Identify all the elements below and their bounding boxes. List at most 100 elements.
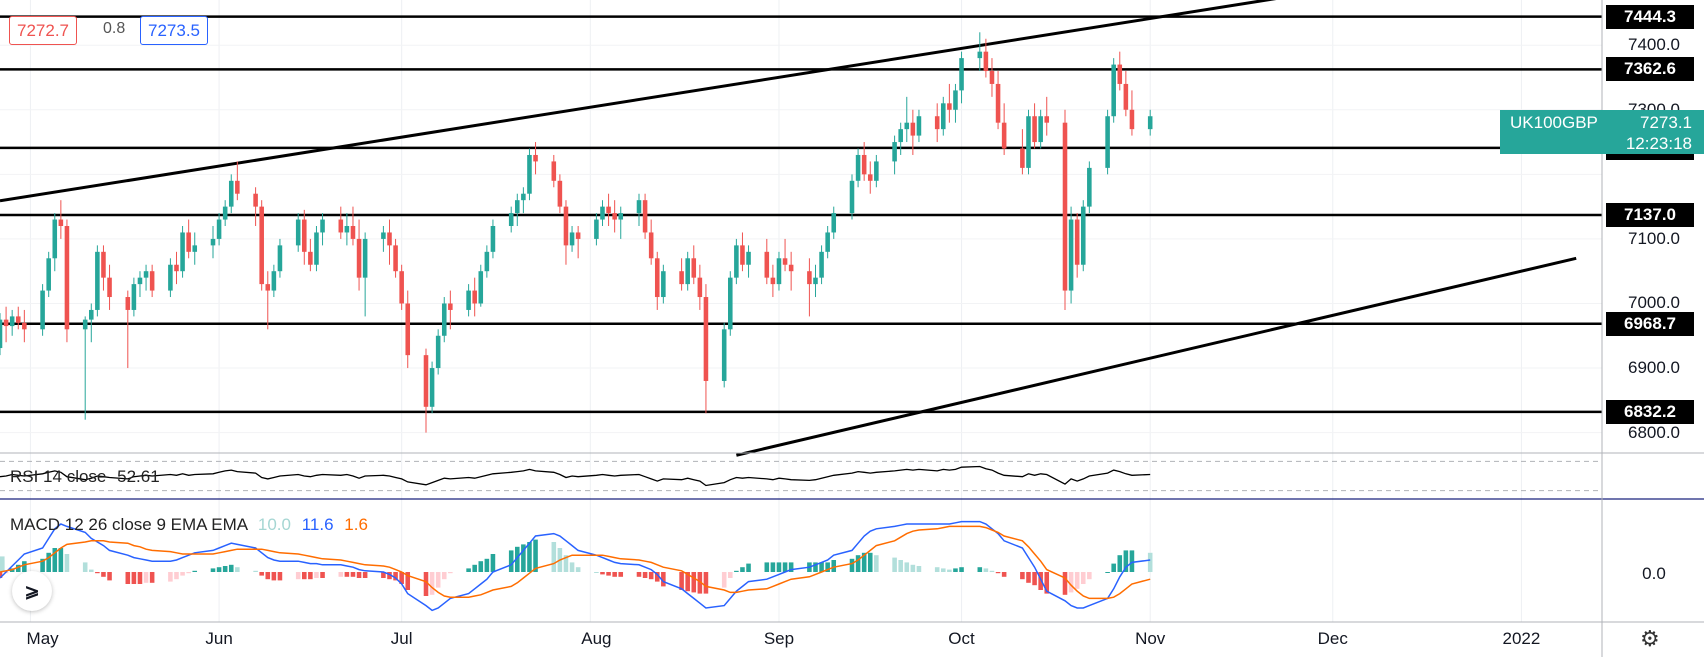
candle-body: [807, 271, 812, 285]
candle: [0, 313, 3, 356]
candle: [1074, 213, 1080, 278]
candle-body: [277, 245, 283, 272]
macd-legend[interactable]: MACD 12 26 close 9 EMA EMA 10.0 11.6 1.6: [10, 515, 368, 535]
candle: [3, 306, 9, 343]
ask-price-box[interactable]: 7273.5: [140, 16, 208, 45]
candle-body: [1020, 148, 1025, 168]
macd-signal-value: 1.6: [344, 515, 368, 534]
candle: [953, 83, 958, 123]
level-label: 7362.6: [1606, 57, 1694, 82]
candle-body: [308, 251, 313, 265]
candle-body: [867, 174, 873, 181]
candle-body: [89, 309, 94, 320]
bid-price-box[interactable]: 7272.7: [9, 16, 77, 45]
tradingview-logo-icon[interactable]: ⩾: [12, 571, 52, 611]
macd-label: MACD 12 26 close 9 EMA EMA: [10, 515, 248, 534]
candle: [1087, 161, 1092, 214]
candle: [235, 161, 240, 201]
macd-histogram-bar: [661, 572, 666, 587]
candle-body: [350, 226, 356, 239]
time-axis-tick: Dec: [1317, 629, 1348, 648]
candle: [612, 200, 617, 233]
candle-body: [606, 206, 611, 214]
candle: [1044, 96, 1050, 136]
candle-body: [983, 51, 989, 72]
candle: [642, 193, 648, 239]
candle: [271, 264, 277, 298]
candle-body: [320, 219, 325, 233]
candle-body: [770, 277, 776, 285]
candle-body: [1001, 122, 1007, 149]
macd-histogram-bar: [904, 562, 910, 572]
candle-body: [405, 303, 411, 356]
candle: [22, 309, 27, 343]
macd-line: [0, 520, 1151, 612]
price-axis-tick: 6900.0: [1628, 358, 1680, 378]
candle: [740, 232, 745, 272]
macd-histogram-bar: [253, 570, 258, 572]
candle: [831, 206, 837, 239]
candle-body: [168, 264, 173, 291]
candle-body: [295, 219, 301, 246]
candle: [192, 232, 198, 265]
macd-histogram-bar: [861, 552, 867, 572]
candle-body: [813, 277, 818, 285]
macd-histogram-bar: [916, 566, 922, 572]
macd-histogram-bar: [192, 570, 198, 572]
candle: [64, 219, 70, 343]
candle-body: [22, 322, 27, 330]
candle-body: [1123, 83, 1129, 110]
candle-body: [947, 103, 952, 110]
candle: [89, 303, 94, 343]
candle: [703, 284, 709, 414]
candle-body: [533, 154, 538, 162]
candle: [1105, 109, 1110, 175]
candle-body: [490, 226, 496, 252]
candle: [265, 271, 271, 330]
rsi-legend[interactable]: RSI 14 close 52.61: [10, 467, 160, 487]
macd-histogram-bar: [423, 572, 429, 596]
candle-body: [527, 154, 532, 194]
candle-body: [228, 180, 234, 207]
candle-body: [82, 319, 88, 330]
candle-body: [472, 290, 477, 304]
macd-histogram-bar: [600, 572, 605, 575]
candle: [222, 200, 228, 226]
trend-line: [736, 256, 1577, 457]
bar-countdown: 12:23:18: [1625, 134, 1692, 153]
macd-histogram-bar: [64, 554, 70, 572]
macd-line-value: 11.6: [301, 515, 334, 534]
candle-body: [654, 258, 660, 298]
macd-histogram-bar: [813, 562, 818, 572]
macd-histogram-bar: [569, 562, 575, 572]
candle: [959, 51, 964, 104]
macd-histogram-bar: [381, 572, 386, 578]
candle-body: [679, 271, 684, 285]
candle-body: [661, 271, 666, 298]
candle: [302, 209, 307, 265]
candle: [788, 251, 794, 291]
macd-histogram-bar: [606, 572, 611, 576]
candle-body: [855, 154, 861, 181]
macd-histogram-bar: [648, 572, 654, 580]
price-axis-tick: 7100.0: [1628, 228, 1680, 248]
candle: [399, 264, 404, 310]
settings-gear-icon[interactable]: ⚙: [1640, 626, 1660, 651]
candle: [441, 297, 447, 343]
candle: [15, 306, 21, 330]
candle: [314, 226, 319, 272]
macd-histogram-bar: [222, 566, 228, 572]
candle: [648, 219, 654, 265]
macd-histogram-bar: [825, 562, 830, 572]
candle: [478, 264, 484, 307]
time-axis-tick: Jun: [205, 629, 233, 648]
macd-histogram-bar: [271, 572, 277, 581]
candle: [618, 206, 624, 239]
macd-histogram-bar: [515, 546, 520, 572]
macd-histogram-bar: [466, 568, 471, 572]
macd-histogram-bar: [308, 572, 313, 580]
candle-body: [825, 232, 830, 252]
macd-histogram-bar: [1105, 572, 1110, 573]
candle-body: [466, 290, 471, 310]
